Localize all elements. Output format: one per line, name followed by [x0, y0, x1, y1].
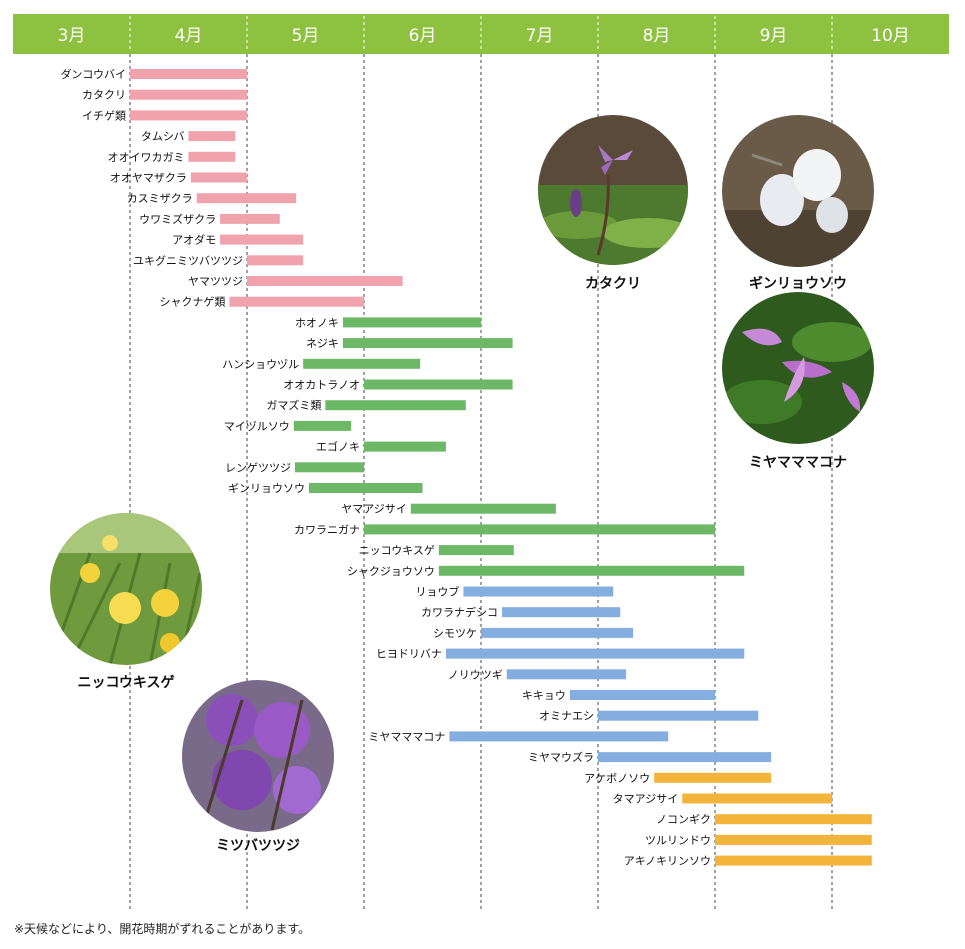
bloom-bar-label: ユキグニミツバツツジ	[133, 253, 243, 267]
bloom-bar-label: イチゲ類	[82, 109, 126, 122]
bloom-bar-label: カワラナデシコ	[421, 605, 498, 619]
bloom-bar-label: ミヤマママコナ	[368, 730, 445, 743]
miyamamamakona-caption: ミヤマママコナ	[749, 455, 847, 471]
bloom-bar	[130, 89, 247, 100]
bloom-bar-label: タムシバ	[141, 130, 185, 143]
ginryousou-caption: ギンリョウソウ	[749, 276, 847, 292]
miyamamamakona-photo	[722, 292, 874, 444]
month-label: 6月	[409, 26, 437, 46]
bloom-bar	[294, 462, 364, 473]
bloom-bar-label: マイヅルソウ	[224, 420, 290, 433]
bloom-bar	[463, 586, 614, 597]
month-label: 8月	[643, 26, 671, 46]
bloom-bar	[569, 690, 715, 700]
bloom-bar-label: ウワミズザクラ	[139, 212, 216, 226]
bloom-bar	[654, 772, 772, 783]
bloom-bar	[130, 69, 247, 79]
bloom-bar-label: カタクリ	[82, 89, 126, 102]
bloom-bar	[190, 172, 247, 183]
bloom-bar-label: ヒヨドリバナ	[376, 648, 442, 661]
footnote: ※天候などにより、開花時期がずれることがあります。	[14, 922, 311, 936]
bloom-bar	[598, 710, 759, 721]
bloom-bar-label: オミナエシ	[539, 710, 594, 723]
bloom-bar	[715, 855, 872, 866]
month-label: 10月	[871, 26, 910, 46]
bloom-bar-label: ニッコウキスゲ	[359, 544, 435, 557]
month-label: 3月	[58, 26, 86, 46]
ginryousou-photo	[722, 115, 874, 267]
bloom-bar	[449, 731, 669, 742]
bloom-bar-label: ダンコウバイ	[60, 67, 126, 81]
month-label: 7月	[526, 26, 554, 46]
bloom-bar-label: オオヤマザクラ	[110, 172, 187, 185]
mitsubatsutsuji-caption: ミツバツツジ	[216, 838, 300, 854]
bloom-bar	[188, 131, 236, 142]
bloom-bar-label: アオダモ	[172, 233, 216, 247]
bloom-bar	[342, 338, 513, 349]
bloom-bar	[682, 793, 832, 804]
month-label: 5月	[292, 26, 320, 46]
bloom-bar-label: シャクナゲ類	[159, 296, 225, 309]
nikkoukisuge-photo	[50, 513, 202, 665]
bloom-bar	[598, 752, 772, 763]
nikkoukisuge-caption: ニッコウキスゲ	[77, 675, 175, 691]
bloom-bar	[325, 400, 466, 411]
bloom-bar	[445, 648, 745, 659]
bloom-bar	[715, 834, 872, 845]
bloom-bar-label: カワラニガナ	[294, 523, 360, 536]
bloom-bar-label: カスミザクラ	[127, 192, 193, 205]
bloom-bar-label: シモツケ	[433, 627, 477, 640]
bloom-bar	[364, 379, 513, 390]
bloom-bar-label: ツルリンドウ	[645, 834, 711, 847]
bloom-bar-label: ヤマツツジ	[188, 275, 243, 288]
bloom-bar-label: レンゲツツジ	[225, 461, 291, 474]
katakuri-caption: カタクリ	[585, 276, 641, 292]
bloom-bar	[410, 503, 556, 514]
bloom-bar-label: オオカトラノオ	[283, 379, 360, 392]
bloom-bar-label: シャクジョウソウ	[347, 565, 435, 578]
bloom-bar-label: ギンリョウソウ	[228, 482, 305, 495]
bloom-bar	[502, 607, 621, 618]
bloom-bar-label: アキノキリンソウ	[624, 855, 711, 868]
bloom-bar	[247, 255, 304, 266]
bloom-bar-label: アケボノソウ	[584, 772, 650, 785]
bloom-bar	[364, 524, 715, 535]
bloom-bar	[506, 669, 627, 680]
bloom-bar-label: ノリウツギ	[448, 668, 503, 681]
bloom-bar-label: ガマズミ類	[266, 398, 321, 412]
month-label: 9月	[760, 26, 788, 46]
bloom-bar	[220, 213, 280, 224]
bloom-bar-label: オオイワカガミ	[108, 151, 185, 164]
bloom-bar-label: ミヤマウズラ	[528, 750, 594, 764]
bloom-bar	[309, 483, 423, 493]
bloom-bar-label: ヤマアジサイ	[341, 503, 407, 516]
bloom-bar	[364, 441, 446, 452]
bloom-bar-label: ハンショウヅル	[222, 358, 299, 371]
bloom-bar	[196, 193, 297, 204]
mitsubatsutsuji-photo	[182, 680, 334, 832]
bloom-bar	[438, 545, 514, 556]
bloom-bar	[247, 276, 403, 286]
bloom-bar	[220, 234, 304, 245]
bloom-bar-label: ノコンギク	[656, 813, 711, 826]
bloom-bar-label: タマアジサイ	[613, 793, 679, 806]
month-label: 4月	[175, 26, 203, 46]
bloom-bar-label: エゴノキ	[316, 440, 360, 454]
bloom-bar	[293, 420, 352, 431]
bloom-bar	[438, 565, 745, 576]
bloom-bar	[130, 110, 247, 121]
bloom-bar-label: キキョウ	[522, 689, 566, 702]
bloom-bar	[229, 296, 364, 307]
bloom-bar	[188, 151, 236, 162]
katakuri-photo	[538, 115, 688, 265]
bloom-bar-label: リョウブ	[415, 585, 459, 599]
bloom-bar	[715, 814, 872, 825]
bloom-bar	[481, 627, 634, 638]
bloom-bar	[303, 358, 421, 369]
bloom-bar	[342, 317, 481, 328]
bloom-bar-label: ホオノキ	[295, 316, 339, 329]
bloom-bar-label: ネジキ	[306, 337, 339, 350]
